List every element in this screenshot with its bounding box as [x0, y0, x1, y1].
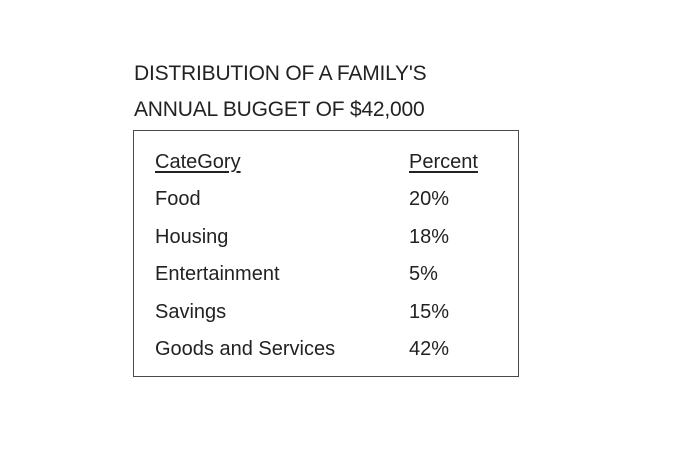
row-category: Entertainment: [155, 263, 280, 285]
chart-title-line-1: DISTRIBUTION OF A FAMILY'S: [134, 62, 427, 85]
row-percent: 42%: [409, 338, 450, 360]
row-category: Food: [155, 188, 201, 210]
row-percent: 15%: [409, 301, 450, 323]
table-row: Housing 18%: [134, 222, 518, 252]
row-category: Housing: [155, 226, 229, 248]
budget-table: CateGory Percent Food 20% Housing 18% En…: [133, 130, 519, 377]
table-header-row: CateGory Percent: [134, 147, 518, 177]
table-row: Savings 15%: [134, 297, 518, 327]
chart-title-line-2: ANNUAL BUGGET OF $42,000: [134, 98, 425, 121]
row-percent: 5%: [409, 263, 438, 285]
row-percent: 20%: [409, 188, 450, 210]
table-row: Food 20%: [134, 184, 518, 214]
row-category: Savings: [155, 301, 227, 323]
chart-title: DISTRIBUTION OF A FAMILY'S ANNUAL BUGGET…: [134, 56, 427, 128]
row-category: Goods and Services: [155, 338, 336, 360]
column-header-category: CateGory: [155, 151, 241, 173]
table-row: Goods and Services 42%: [134, 334, 518, 364]
column-header-percent: Percent: [409, 151, 478, 173]
table-row: Entertainment 5%: [134, 259, 518, 289]
row-percent: 18%: [409, 226, 450, 248]
